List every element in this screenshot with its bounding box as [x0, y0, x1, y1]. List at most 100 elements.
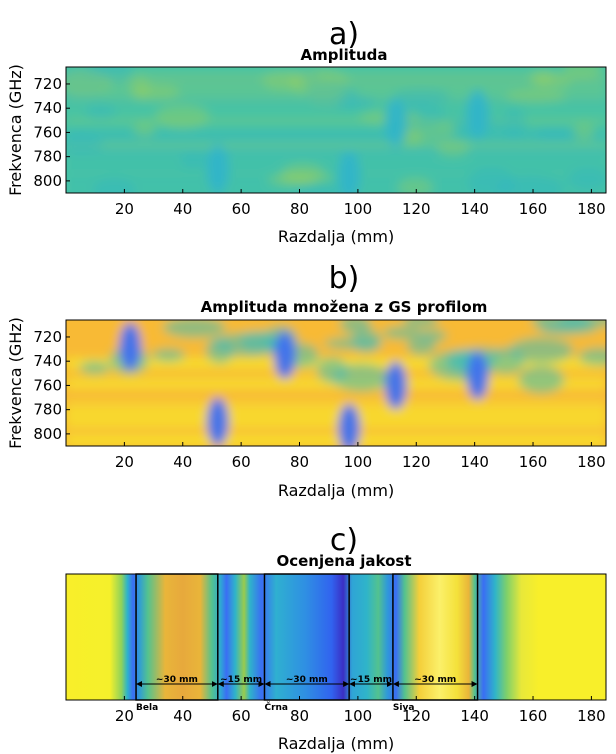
dimension-annotations: ~30 mm ~15 mm ~30 mm ~15 mm ~30 mm — [136, 675, 478, 687]
y-tick-label: 780 — [33, 401, 62, 419]
x-tick-label: 80 — [290, 453, 309, 471]
heatmap-blob — [133, 121, 156, 138]
heatmap-blob — [504, 89, 567, 103]
panel-letter: a) — [329, 17, 359, 52]
panel-letter: c) — [330, 523, 358, 558]
x-tick-label: 40 — [173, 453, 192, 471]
dimension-label: ~15 mm — [220, 675, 262, 685]
heatmap-blob — [205, 336, 235, 364]
x-tick-label: 180 — [577, 200, 606, 218]
heatmap-blob — [316, 357, 348, 384]
heatmap-blob — [92, 178, 136, 193]
x-tick-label: 20 — [115, 200, 134, 218]
material-box — [263, 573, 350, 701]
heatmap-blob — [392, 88, 450, 105]
heatmap-feature — [338, 403, 361, 446]
dimension-label: ~30 mm — [286, 675, 328, 685]
y-axis-ticks: 720 740 760 780 800 — [33, 328, 70, 443]
material-label: Črna — [264, 701, 288, 713]
heatmap-blob — [84, 103, 117, 120]
heatmap-blob — [306, 82, 358, 110]
material-boxes: Bela Črna Siva — [135, 573, 479, 713]
x-axis-label: Razdalja (mm) — [278, 481, 394, 500]
heatmap-band — [66, 149, 606, 153]
heatmap-blob — [323, 337, 384, 350]
x-tick-label: 160 — [519, 200, 548, 218]
y-tick-label: 800 — [33, 172, 62, 190]
x-tick-label: 120 — [402, 453, 431, 471]
panel-a: a) Amplituda 20 40 60 80 100 120 140 160 180 720… — [6, 17, 607, 246]
heatmap-blob — [267, 173, 316, 186]
heatmap-feature — [273, 331, 296, 380]
heatmap-a — [66, 67, 606, 193]
heatmap-feature — [119, 322, 142, 371]
heatmap-band — [66, 118, 606, 124]
heatmap-blob — [133, 84, 181, 101]
heatmap-blob — [155, 104, 210, 129]
heatmap-band — [66, 438, 606, 446]
heatmap-blob — [436, 138, 470, 157]
heatmap-blob — [180, 152, 208, 169]
heatmap-blob — [534, 127, 576, 140]
x-axis-ticks: 20 40 60 80 100 120 140 160 180 — [115, 442, 606, 471]
y-tick-label: 740 — [33, 352, 62, 370]
heatmap-feature — [384, 361, 407, 410]
heatmap-feature — [206, 397, 229, 446]
heatmap-blob — [66, 133, 103, 152]
x-tick-label: 20 — [115, 707, 134, 725]
heatmap-blob — [397, 177, 434, 193]
heatmap-blob — [152, 348, 186, 362]
x-tick-label: 140 — [460, 453, 489, 471]
material-label: Siva — [393, 703, 415, 713]
dimension-label: ~30 mm — [414, 675, 456, 685]
dimension-label: ~15 mm — [350, 675, 392, 685]
heatmap-blob — [402, 320, 439, 328]
heatmap-band — [66, 420, 606, 429]
x-tick-label: 40 — [173, 200, 192, 218]
heatmap-blob — [291, 185, 345, 193]
heatmap-band — [66, 151, 606, 157]
heatmap-blob — [79, 361, 111, 375]
heatmap-feature — [338, 150, 361, 193]
y-tick-label: 760 — [33, 123, 62, 141]
heatmap-blob — [467, 167, 515, 193]
y-tick-label: 720 — [33, 75, 62, 93]
heatmap-blob — [573, 122, 596, 141]
plot-frame — [65, 319, 607, 447]
panel-b: b) Amplituda množena z GS profilom 20 40 6… — [6, 261, 607, 500]
x-tick-label: 140 — [460, 200, 489, 218]
heatmap-band — [66, 401, 606, 407]
heatmap-band — [66, 142, 606, 148]
x-axis-label: Razdalja (mm) — [278, 734, 394, 753]
plot-title: Amplituda množena z GS profilom — [201, 298, 488, 316]
x-tick-label: 20 — [115, 453, 134, 471]
heatmap-blob — [261, 71, 306, 90]
x-tick-label: 180 — [577, 453, 606, 471]
heatmap-blob — [418, 329, 448, 343]
x-tick-label: 60 — [232, 707, 251, 725]
y-tick-label: 740 — [33, 99, 62, 117]
y-axis-ticks: 720 740 760 780 800 — [33, 75, 70, 190]
heatmap-blob — [567, 168, 606, 189]
heatmap-band — [66, 164, 606, 170]
x-axis-ticks: 20 40 60 80 100 120 140 160 180 — [115, 189, 606, 218]
x-tick-label: 160 — [519, 707, 548, 725]
heatmap-feature — [384, 98, 407, 147]
x-tick-label: 100 — [344, 707, 373, 725]
y-tick-label: 760 — [33, 376, 62, 394]
x-tick-label: 180 — [577, 707, 606, 725]
panel-letter: b) — [329, 261, 360, 296]
x-axis-ticks: 20 40 60 80 100 120 140 160 180 — [115, 696, 606, 725]
heatmap-band — [66, 409, 606, 418]
x-tick-label: 100 — [344, 453, 373, 471]
plot-frame — [65, 66, 607, 194]
x-tick-label: 120 — [402, 200, 431, 218]
y-axis-label: Frekvenca (GHz) — [6, 317, 25, 449]
heatmap-blob — [531, 320, 592, 332]
heatmap-blob — [563, 67, 602, 79]
x-tick-label: 40 — [173, 707, 192, 725]
x-tick-label: 140 — [460, 707, 489, 725]
heatmap-band — [66, 178, 606, 184]
heatmap-blob — [502, 107, 526, 138]
heatmap-blob — [339, 320, 372, 334]
